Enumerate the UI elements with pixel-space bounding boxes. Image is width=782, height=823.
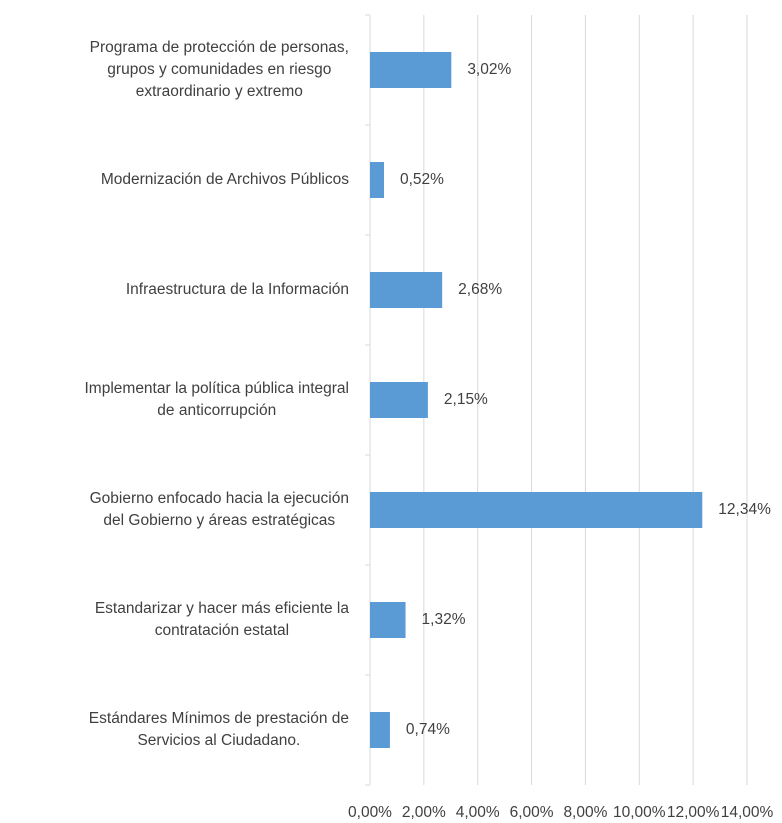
category-label-line: contratación estatal: [155, 622, 289, 639]
category-label-line: Implementar la política pública integral: [85, 380, 350, 397]
data-label: 2,68%: [458, 281, 502, 298]
bar: [370, 492, 703, 528]
bar: [370, 162, 385, 198]
category-label-line: del Gobierno y áreas estratégicas: [103, 512, 335, 529]
x-tick-label: 6,00%: [510, 804, 554, 821]
category-label: Infraestructura de la Información: [126, 281, 349, 298]
bar: [370, 272, 443, 308]
x-tick-label: 0,00%: [348, 804, 392, 821]
category-label-line: Modernización de Archivos Públicos: [101, 171, 349, 188]
category-label-line: grupos y comunidades en riesgo: [107, 61, 331, 78]
category-label-line: extraordinario y extremo: [136, 83, 303, 100]
x-tick-label: 12,00%: [667, 804, 720, 821]
category-label-line: Estandarizar y hacer más eficiente la: [95, 600, 350, 617]
x-tick-label: 4,00%: [456, 804, 500, 821]
bar: [370, 712, 390, 748]
category-label-line: de anticorrupción: [157, 402, 276, 419]
bar: [370, 602, 406, 638]
data-label: 2,15%: [444, 391, 488, 408]
category-label-line: Gobierno enfocado hacia la ejecución: [90, 490, 349, 507]
category-label: Estandarizar y hacer más eficiente la con…: [95, 600, 350, 639]
category-label: Gobierno enfocado hacia la ejecución del …: [90, 490, 349, 529]
category-label: Implementar la política pública integral…: [85, 380, 350, 419]
x-tick-label: 10,00%: [613, 804, 666, 821]
category-label: Programa de protección de personas, grupo…: [90, 39, 349, 100]
category-label: Modernización de Archivos Públicos: [101, 171, 349, 188]
data-label: 1,32%: [422, 611, 466, 628]
category-label: Estándares Mínimos de prestación de Servi…: [89, 710, 349, 749]
category-label-line: Infraestructura de la Información: [126, 281, 349, 298]
data-label: 12,34%: [718, 501, 771, 518]
x-tick-label: 14,00%: [721, 804, 774, 821]
bar: [370, 52, 452, 88]
x-tick-label: 2,00%: [402, 804, 446, 821]
x-tick-label: 8,00%: [563, 804, 607, 821]
category-label-line: Programa de protección de personas,: [90, 39, 349, 56]
data-label: 3,02%: [467, 61, 511, 78]
category-label-line: Servicios al Ciudadano.: [137, 732, 300, 749]
category-label-line: Estándares Mínimos de prestación de: [89, 710, 349, 727]
bar: [370, 382, 428, 418]
data-label: 0,74%: [406, 721, 450, 738]
data-label: 0,52%: [400, 171, 444, 188]
